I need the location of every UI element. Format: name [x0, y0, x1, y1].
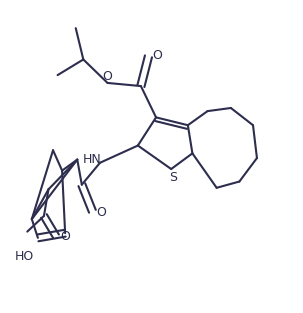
Text: HN: HN [83, 152, 102, 166]
Text: O: O [102, 69, 112, 83]
Text: S: S [169, 171, 177, 184]
Text: O: O [60, 230, 70, 243]
Text: O: O [152, 49, 162, 62]
Text: HO: HO [15, 250, 34, 263]
Text: O: O [97, 206, 106, 219]
